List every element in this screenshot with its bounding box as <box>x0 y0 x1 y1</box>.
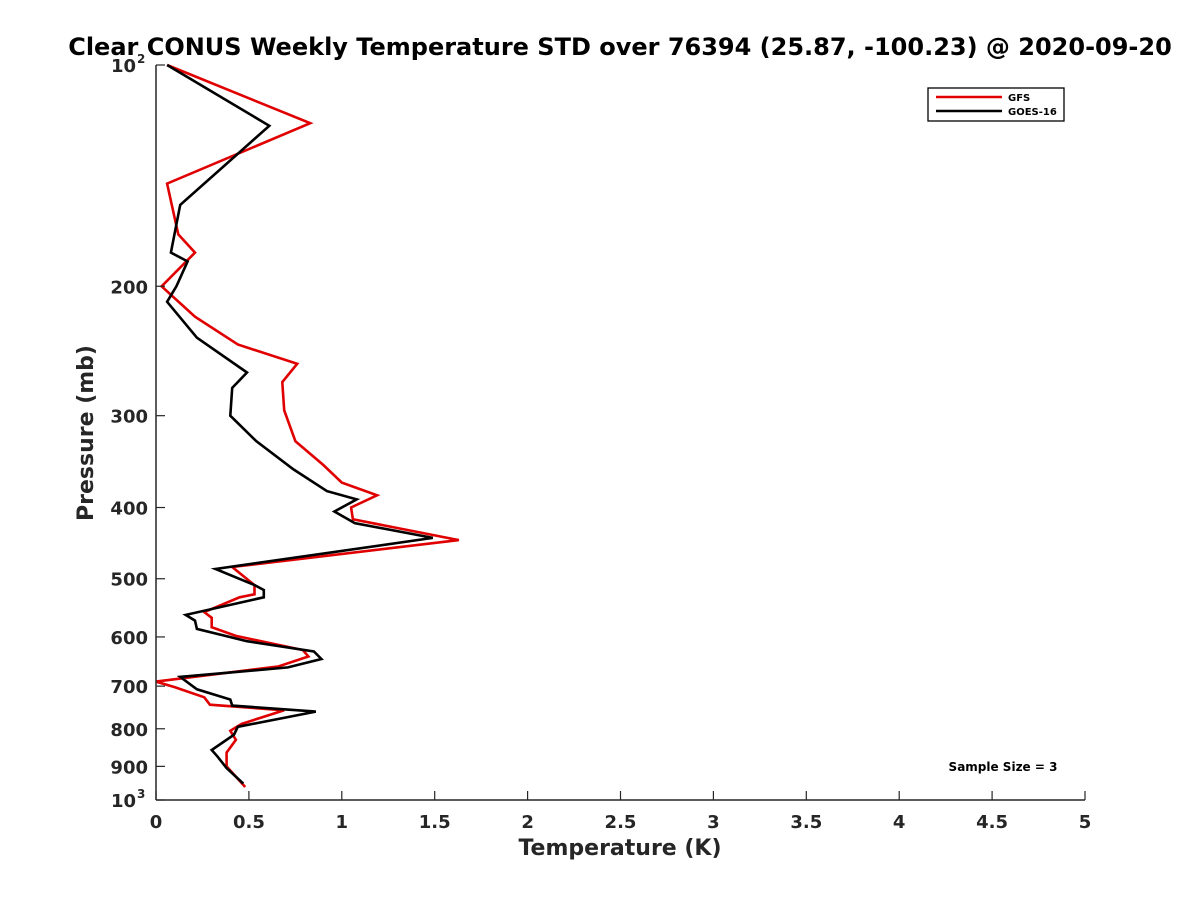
plot-area <box>155 63 460 788</box>
x-tick-label: 4 <box>893 812 906 833</box>
series-line-goes-16 <box>165 63 434 785</box>
y-tick-label: 600 <box>110 628 148 649</box>
y-tick-label: 10 <box>111 56 136 77</box>
y-tick-label: 10 <box>111 791 136 812</box>
y-tick-label: 300 <box>110 407 148 428</box>
x-tick-label: 2.5 <box>605 812 637 833</box>
legend-label: GOES-16 <box>1008 107 1057 118</box>
y-tick-exponent: 3 <box>137 787 145 801</box>
y-tick-label: 200 <box>110 277 148 298</box>
x-tick-label: 2 <box>521 812 534 833</box>
x-axis: 0 0.5 1 1.5 2 2.5 3 3.5 4 4.5 5 <box>150 791 1092 833</box>
x-tick-label: 3 <box>707 812 720 833</box>
y-tick-label: 800 <box>110 720 148 741</box>
x-tick-label: 4.5 <box>976 812 1008 833</box>
x-tick-label: 5 <box>1079 812 1092 833</box>
y-tick-label: 900 <box>110 757 148 778</box>
x-tick-label: 1 <box>336 812 349 833</box>
y-tick-label: 700 <box>110 677 148 698</box>
legend: GFS GOES-16 <box>927 87 1065 122</box>
x-tick-label: 0.5 <box>233 812 265 833</box>
y-tick-label: 500 <box>110 570 148 591</box>
x-axis-label: Temperature (K) <box>518 836 721 861</box>
x-tick-label: 1.5 <box>419 812 451 833</box>
y-axis-label: Pressure (mb) <box>74 345 99 521</box>
x-tick-label: 0 <box>150 812 163 833</box>
legend-box <box>927 87 1065 122</box>
chart-title: Clear CONUS Weekly Temperature STD over … <box>68 33 1172 61</box>
legend-label: GFS <box>1008 93 1030 104</box>
y-tick-exponent: 2 <box>137 52 145 66</box>
sample-size-annotation: Sample Size = 3 <box>949 760 1058 774</box>
x-tick-label: 3.5 <box>790 812 822 833</box>
y-tick-label: 400 <box>110 499 148 520</box>
